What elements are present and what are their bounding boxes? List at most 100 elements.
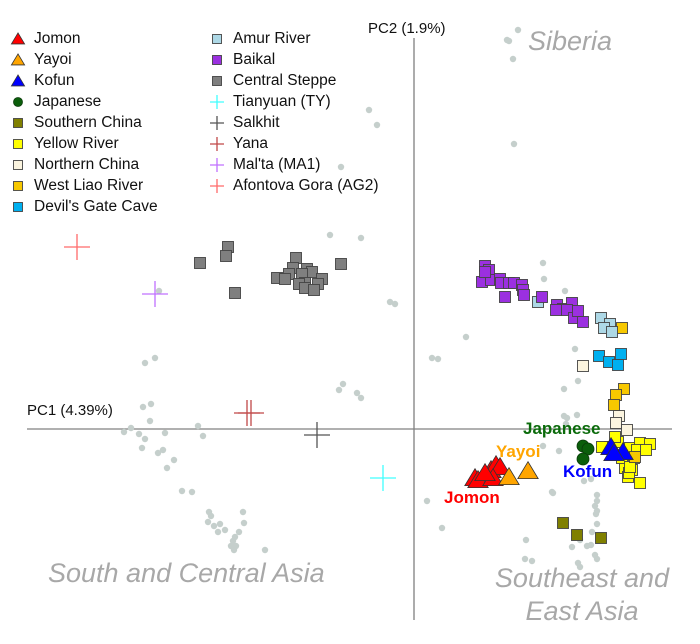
series-tianyuan-ty: [370, 465, 396, 491]
square-marker-icon: [13, 201, 23, 212]
reference-point: [591, 502, 599, 510]
legend-label: Yellow River: [34, 135, 119, 152]
square-marker-icon: [212, 75, 222, 86]
tianyuan-ty-legend-marker-icon: [210, 94, 224, 109]
reference-point: [120, 428, 128, 436]
reference-point: [135, 430, 143, 438]
legend-item-yana: Yana: [209, 133, 379, 154]
legend-label: Afontova Gora (AG2): [233, 177, 379, 194]
west-liao-river-point: [616, 322, 628, 334]
reference-point: [159, 446, 167, 454]
legend-label: Amur River: [233, 30, 311, 47]
west-liao-river-point: [610, 389, 622, 401]
series-kofun: [600, 436, 634, 462]
reference-point: [216, 520, 224, 528]
legend-column-2: Amur River Baikal Central Steppe Tianyuan (…: [209, 28, 379, 196]
legend-item-west-liao-river: West Liao River: [10, 175, 158, 196]
legend-item-amur-river: Amur River: [209, 28, 379, 49]
devil-s-gate-cave-point: [593, 350, 605, 362]
amur-river-legend-marker-icon: [212, 33, 222, 44]
baikal-point: [518, 289, 530, 301]
northern-china-legend-marker-icon: [13, 159, 23, 170]
legend-item-southern-china: Southern China: [10, 112, 158, 133]
reference-point: [138, 444, 146, 452]
reference-point: [127, 424, 135, 432]
central-steppe-point: [306, 266, 318, 278]
series-baikal: [476, 260, 589, 328]
devil-s-gate-cave-point: [615, 348, 627, 360]
reference-point: [204, 518, 212, 526]
reference-point: [593, 555, 601, 563]
reference-point: [155, 287, 163, 295]
legend-label: Salkhit: [233, 114, 280, 131]
central-steppe-point: [220, 250, 232, 262]
reference-point: [563, 414, 571, 422]
reference-point: [210, 522, 218, 530]
reference-point: [592, 510, 600, 518]
reference-point: [230, 546, 238, 554]
series-jomon: [464, 454, 511, 489]
yana-legend-marker-icon: [210, 136, 224, 151]
cross-marker-icon: [210, 157, 224, 172]
y-axis-label: PC2 (1.9%): [368, 20, 446, 37]
central-steppe-point: [229, 287, 241, 299]
legend-item-yellow-river: Yellow River: [10, 133, 158, 154]
group-label-kofun: Kofun: [563, 462, 613, 481]
reference-point: [221, 526, 229, 534]
reference-point: [178, 487, 186, 495]
legend-item-afontova-gora-ag2: Afontova Gora (AG2): [209, 175, 379, 196]
legend-label: Japanese: [34, 93, 102, 110]
reference-point: [161, 429, 169, 437]
salkhit-legend-marker-icon: [210, 115, 224, 130]
salkhit-point: [304, 422, 330, 448]
legend-item-tianyuan-ty: Tianyuan (TY): [209, 91, 379, 112]
series-west-liao-river: [608, 322, 641, 463]
reference-point: [571, 345, 579, 353]
reference-point: [434, 355, 442, 363]
legend-label: Yayoi: [34, 51, 72, 68]
reference-point: [580, 477, 588, 485]
series-mal-ta-ma1: [142, 281, 168, 307]
mal-ta-ma1-point: [142, 281, 168, 307]
southern-china-legend-marker-icon: [13, 117, 23, 128]
triangle-marker-icon: [10, 52, 26, 65]
region-label-southeast-east-asia: Southeast and East Asia: [484, 562, 680, 628]
central-steppe-point: [279, 273, 291, 285]
jomon-legend-marker-icon: [10, 31, 26, 44]
japanese-point: [576, 452, 590, 466]
reference-point: [540, 275, 548, 283]
reference-point: [438, 524, 446, 532]
reference-point: [207, 512, 215, 520]
baikal-legend-marker-icon: [212, 54, 222, 65]
reference-point: [365, 106, 373, 114]
jomon-point: [489, 456, 511, 476]
devil-s-gate-cave-point: [612, 359, 624, 371]
reference-point: [562, 420, 570, 428]
legend-label: Tianyuan (TY): [233, 93, 331, 110]
reference-point: [576, 563, 584, 571]
reference-point: [139, 403, 147, 411]
reference-point: [188, 488, 196, 496]
reference-point: [521, 555, 529, 563]
yellow-river-point: [624, 461, 636, 473]
yellow-river-point: [640, 444, 652, 456]
mal-ta-ma1-legend-marker-icon: [210, 157, 224, 172]
square-marker-icon: [212, 54, 222, 65]
reference-point: [357, 234, 365, 242]
reference-point: [539, 442, 547, 450]
reference-point: [151, 354, 159, 362]
reference-point: [194, 422, 202, 430]
reference-point: [229, 537, 237, 545]
yellow-river-point: [609, 431, 621, 443]
legend-column-1: Jomon Yayoi Kofun Japanese Southern China Yel…: [10, 28, 158, 217]
region-label-south-central-asia: South and Central Asia: [48, 558, 325, 588]
reference-point: [462, 333, 470, 341]
legend-label: Mal'ta (MA1): [233, 156, 321, 173]
series-devil-s-gate-cave: [593, 348, 627, 371]
legend-item-japanese: Japanese: [10, 91, 158, 112]
legend-item-central-steppe: Central Steppe: [209, 70, 379, 91]
square-marker-icon: [212, 33, 222, 44]
region-label-line-2: East Asia: [525, 596, 639, 626]
japanese-legend-marker-icon: [13, 96, 23, 107]
cross-marker-icon: [210, 115, 224, 130]
